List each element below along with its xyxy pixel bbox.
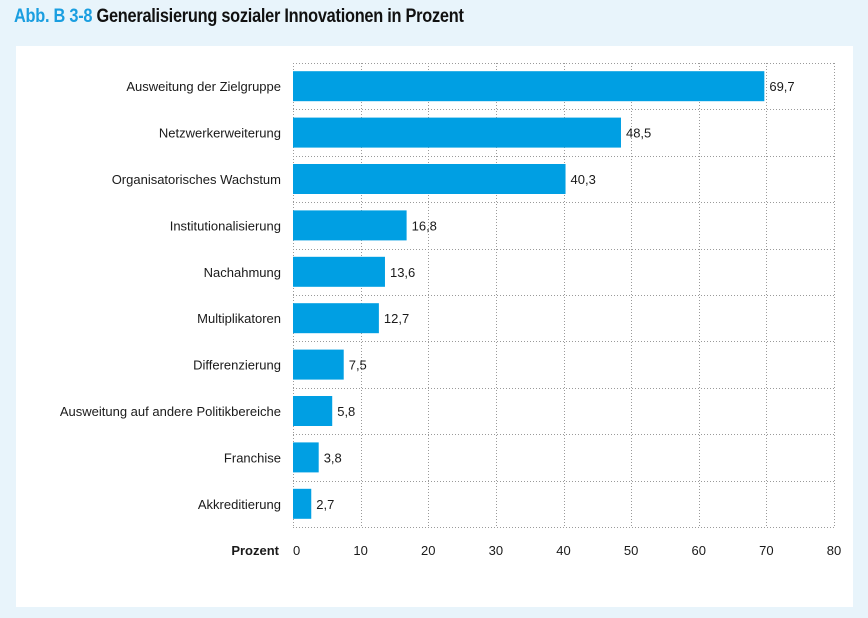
bar: [293, 164, 566, 194]
x-tick-label: 80: [827, 543, 841, 558]
category-label: Nachahmung: [204, 265, 281, 280]
category-label: Akkreditierung: [198, 497, 281, 512]
bar: [293, 71, 765, 102]
value-label: 12,7: [384, 311, 409, 326]
bar: [293, 210, 407, 241]
value-label: 40,3: [571, 172, 596, 187]
x-tick-label: 30: [489, 543, 503, 558]
category-label: Institutionalisierung: [170, 218, 281, 233]
x-tick-label: 10: [353, 543, 367, 558]
grid-lines: [293, 63, 835, 528]
bar: [293, 303, 379, 334]
x-tick-label: 0: [293, 543, 300, 558]
bar: [293, 488, 312, 519]
category-labels: Ausweitung der Zielgruppe Netzwerkerweite…: [60, 79, 281, 512]
value-label: 7,5: [349, 358, 367, 373]
value-label: 2,7: [316, 497, 334, 512]
x-axis-ticks: 0 10 20 30 40 50 60 70 80: [293, 543, 841, 558]
category-label: Multiplikatoren: [197, 311, 281, 326]
bar: [293, 396, 333, 426]
bars: [293, 71, 765, 519]
bar: [293, 117, 621, 148]
x-tick-label: 40: [556, 543, 570, 558]
x-axis-label: Prozent: [231, 543, 279, 558]
bar: [293, 442, 319, 473]
x-tick-label: 70: [759, 543, 773, 558]
figure-heading: Generalisierung sozialer Innovationen in…: [96, 6, 464, 27]
x-tick-label: 60: [692, 543, 706, 558]
x-tick-label: 20: [421, 543, 435, 558]
bar: [293, 349, 344, 380]
value-label: 16,8: [412, 218, 437, 233]
value-label: 13,6: [390, 265, 415, 280]
value-label: 5,8: [337, 404, 355, 419]
chart-card: Ausweitung der Zielgruppe Netzwerkerweite…: [16, 46, 853, 607]
category-label: Ausweitung der Zielgruppe: [126, 79, 281, 94]
figure-title: Abb. B 3-8 Generalisierung sozialer Inno…: [14, 6, 464, 28]
value-label: 48,5: [626, 126, 651, 141]
category-label: Ausweitung auf andere Politikbereiche: [60, 404, 281, 419]
category-label: Differenzierung: [193, 358, 281, 373]
value-label: 69,7: [769, 79, 794, 94]
bar: [293, 256, 385, 287]
x-tick-label: 50: [624, 543, 638, 558]
category-label: Franchise: [224, 450, 281, 465]
value-label: 3,8: [324, 450, 342, 465]
bar-chart: Ausweitung der Zielgruppe Netzwerkerweite…: [60, 63, 841, 558]
category-label: Netzwerkerweiterung: [159, 126, 281, 141]
category-label: Organisatorisches Wachstum: [112, 172, 281, 187]
figure-number: Abb. B 3-8: [14, 6, 93, 27]
value-labels: 69,7 48,5 40,3 16,8 13,6 12,7 7,5 5,8 3,8 2,7: [316, 79, 794, 512]
